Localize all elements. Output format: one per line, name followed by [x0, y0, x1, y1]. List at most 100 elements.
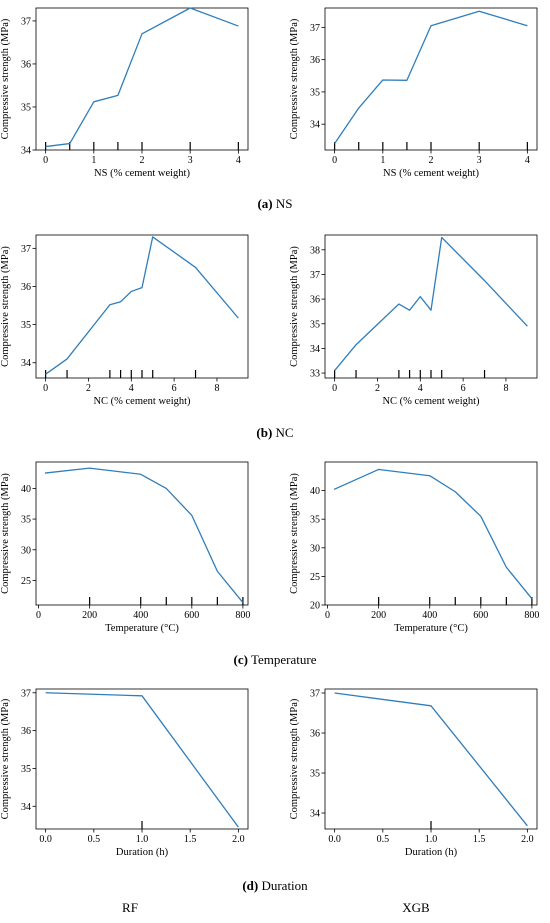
x-tick-label: 0 — [332, 155, 337, 166]
y-tick-label: 36 — [21, 726, 31, 737]
caption-ns: (a) NS — [0, 196, 550, 212]
caption-text: NC — [276, 425, 294, 440]
caption-duration: (d) Duration — [0, 878, 550, 894]
series-line — [46, 693, 239, 827]
y-tick-label: 37 — [21, 244, 31, 255]
caption-letter: (b) — [256, 425, 272, 440]
x-tick-label: 1.5 — [184, 834, 197, 845]
y-tick-label: 35 — [310, 87, 320, 98]
y-tick-label: 35 — [310, 319, 320, 330]
plot-frame — [36, 235, 248, 378]
x-tick-label: 1.0 — [136, 834, 149, 845]
series-line — [45, 468, 243, 602]
x-axis-label: Duration (h) — [405, 847, 458, 858]
x-tick-label: 2.0 — [521, 834, 534, 845]
y-tick-label: 30 — [21, 545, 31, 556]
y-tick-label: 37 — [310, 23, 320, 34]
y-tick-label: 35 — [21, 102, 31, 113]
x-tick-label: 2 — [429, 155, 434, 166]
y-tick-label: 25 — [21, 576, 31, 587]
y-axis-label: Compressive strength (MPa) — [0, 246, 11, 367]
series-line — [334, 469, 532, 598]
y-tick-label: 36 — [21, 59, 31, 70]
x-tick-label: 800 — [235, 610, 250, 621]
caption-letter: (c) — [234, 652, 248, 667]
x-tick-label: 1 — [91, 155, 96, 166]
x-tick-label: 4 — [236, 155, 241, 166]
x-tick-label: 600 — [184, 610, 199, 621]
y-tick-label: 40 — [310, 486, 320, 497]
y-tick-label: 35 — [21, 764, 31, 775]
y-tick-label: 37 — [21, 16, 31, 27]
y-tick-label: 34 — [310, 120, 320, 131]
y-tick-label: 35 — [21, 515, 31, 526]
caption-temperature: (c) Temperature — [0, 652, 550, 668]
series-line — [46, 237, 239, 374]
x-tick-label: 800 — [524, 610, 539, 621]
y-axis-label: Compressive strength (MPa) — [0, 698, 11, 819]
x-tick-label: 0 — [36, 610, 41, 621]
plot-frame — [36, 689, 248, 829]
y-tick-label: 35 — [310, 515, 320, 526]
y-tick-label: 30 — [310, 543, 320, 554]
series-line — [46, 8, 239, 147]
y-tick-label: 20 — [310, 601, 320, 612]
y-tick-label: 36 — [310, 729, 320, 740]
plot-frame — [36, 8, 248, 150]
model-label-xgb: XGB — [376, 900, 456, 916]
y-tick-label: 25 — [310, 572, 320, 583]
y-tick-label: 35 — [310, 769, 320, 780]
x-tick-label: 2 — [86, 383, 91, 394]
plot-frame — [36, 462, 248, 605]
plot-frame — [325, 689, 537, 829]
y-tick-label: 34 — [310, 809, 320, 820]
x-axis-label: Duration (h) — [116, 847, 169, 858]
x-tick-label: 400 — [133, 610, 148, 621]
x-tick-label: 4 — [129, 383, 134, 394]
x-tick-label: 2.0 — [232, 834, 245, 845]
x-tick-label: 0 — [43, 155, 48, 166]
x-tick-label: 0.0 — [328, 834, 341, 845]
y-tick-label: 38 — [310, 245, 320, 256]
x-tick-label: 3 — [188, 155, 193, 166]
x-tick-label: 0.5 — [88, 834, 101, 845]
x-tick-label: 1.5 — [473, 834, 486, 845]
model-label-rf: RF — [90, 900, 170, 916]
x-tick-label: 8 — [214, 383, 219, 394]
x-axis-label: Temperature (°C) — [105, 623, 179, 634]
x-tick-label: 200 — [371, 610, 386, 621]
x-tick-label: 2 — [140, 155, 145, 166]
y-tick-label: 34 — [21, 146, 31, 157]
y-axis-label: Compressive strength (MPa) — [289, 18, 300, 139]
y-tick-label: 36 — [310, 55, 320, 66]
caption-letter: (a) — [257, 196, 272, 211]
y-tick-label: 37 — [21, 688, 31, 699]
x-axis-label: NS (% cement weight) — [383, 168, 479, 179]
caption-text: Temperature — [251, 652, 317, 667]
y-axis-label: Compressive strength (MPa) — [289, 698, 300, 819]
x-tick-label: 4 — [418, 383, 423, 394]
y-tick-label: 36 — [310, 295, 320, 306]
y-tick-label: 36 — [21, 282, 31, 293]
y-axis-label: Compressive strength (MPa) — [0, 473, 11, 594]
x-tick-label: 1.0 — [425, 834, 438, 845]
x-axis-label: Temperature (°C) — [394, 623, 468, 634]
series-line — [335, 237, 528, 370]
y-tick-label: 34 — [21, 802, 31, 813]
y-tick-label: 34 — [310, 344, 320, 355]
x-tick-label: 0.5 — [377, 834, 390, 845]
y-tick-label: 35 — [21, 320, 31, 331]
caption-letter: (d) — [242, 878, 258, 893]
plot-frame — [325, 8, 537, 150]
y-axis-label: Compressive strength (MPa) — [289, 473, 300, 594]
caption-text: Duration — [261, 878, 307, 893]
y-tick-label: 37 — [310, 689, 320, 700]
caption-nc: (b) NC — [0, 425, 550, 441]
